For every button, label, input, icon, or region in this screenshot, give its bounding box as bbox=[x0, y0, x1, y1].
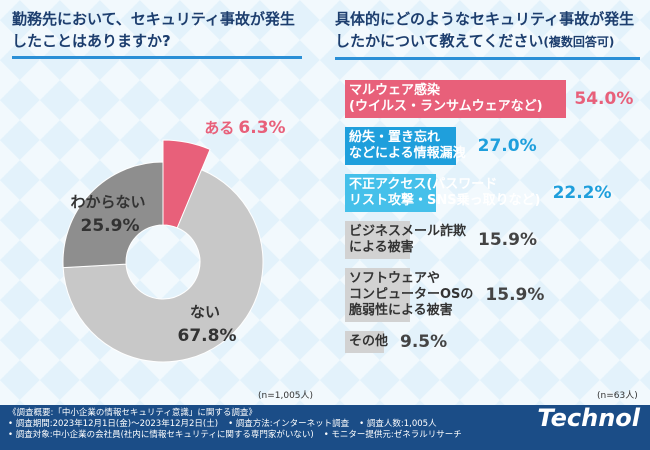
pie-category: ない bbox=[189, 303, 220, 321]
bar bbox=[345, 127, 456, 165]
bar-value-label: 9.5% bbox=[400, 332, 448, 352]
bar-category: その他 bbox=[349, 334, 389, 349]
bar-value-label: 27.0% bbox=[477, 136, 537, 156]
pie-value-label: 6.3% bbox=[238, 118, 286, 138]
bar-label-box: ビジネスメール詐欺 による被害 bbox=[345, 221, 470, 259]
bar-value-label: 22.2% bbox=[552, 183, 612, 203]
pie-value-label: 25.9% bbox=[80, 216, 140, 236]
bar-label-box: その他 bbox=[345, 331, 392, 353]
pie-label: わからない 25.9% bbox=[48, 190, 168, 238]
bar-category: ビジネスメール詐欺 による被害 bbox=[349, 224, 467, 255]
bar-label-box: ソフトウェアや コンピューターOSの 脆弱性による被害 bbox=[345, 268, 477, 322]
bar-row: 不正アクセス(パスワード リスト攻撃・SNS乗っ取りなど) 22.2% bbox=[345, 174, 645, 212]
bar-row: マルウェア感染 (ウイルス・ランサムウェアなど) 54.0% bbox=[345, 80, 645, 118]
pie-chart bbox=[62, 139, 264, 363]
footer-item: • 調査方法:インターネット調査 bbox=[228, 419, 350, 429]
pie-label: ない 67.8% bbox=[145, 300, 265, 348]
bar-chart: マルウェア感染 (ウイルス・ランサムウェアなど) 54.0% 紛失・置き忘れ などに… bbox=[345, 80, 645, 353]
logo: Technol bbox=[537, 404, 640, 432]
footer-item: • 調査対象:中小企業の会社員(社内に情報セキュリティに関する専門家がいない) bbox=[8, 430, 314, 440]
pie-title: 勤務先において、セキュリティ事故が発生したことはありますか? bbox=[12, 8, 302, 59]
bar-value-label: 54.0% bbox=[574, 89, 634, 109]
bar-value-label: 15.9% bbox=[478, 230, 537, 250]
bar-row: 紛失・置き忘れ などによる情報漏洩 27.0% bbox=[345, 127, 645, 165]
bar bbox=[345, 174, 437, 212]
bar-note: (n=63人) bbox=[597, 391, 638, 401]
bar-row: ソフトウェアや コンピューターOSの 脆弱性による被害 15.9% bbox=[345, 268, 645, 322]
bar bbox=[345, 268, 411, 322]
bar-category: 紛失・置き忘れ などによる情報漏洩 bbox=[349, 130, 466, 161]
bar bbox=[345, 80, 567, 118]
footer: 《調査概要:「中小企業の情報セキュリティ意識」に関する調査》 • 調査期間:20… bbox=[0, 405, 650, 450]
bar bbox=[345, 331, 384, 353]
pie-value-label: 67.8% bbox=[177, 326, 237, 346]
pie-slice bbox=[162, 139, 211, 229]
bar-label-box: 紛失・置き忘れ などによる情報漏洩 bbox=[345, 127, 470, 165]
pie-category: ある bbox=[204, 119, 235, 137]
pie-category: わからない bbox=[70, 193, 146, 211]
pie-slice bbox=[62, 169, 264, 363]
bar-label-box: マルウェア感染 (ウイルス・ランサムウェアなど) bbox=[345, 80, 567, 118]
bar-category: ソフトウェアや コンピューターOSの 脆弱性による被害 bbox=[349, 271, 474, 318]
bar-category: 不正アクセス(パスワード リスト攻撃・SNS乗っ取りなど) bbox=[349, 177, 541, 208]
pie-label: ある 6.3% bbox=[185, 116, 305, 140]
pie-note: (n=1,005人) bbox=[258, 391, 314, 401]
bar-row: ビジネスメール詐欺 による被害 15.9% bbox=[345, 221, 645, 259]
bar-category: マルウェア感染 (ウイルス・ランサムウェアなど) bbox=[349, 83, 543, 114]
bar-value-label: 15.9% bbox=[485, 285, 545, 305]
footer-item: • モニター提供元:ゼネラルリサーチ bbox=[323, 430, 462, 440]
bar-title-text: 具体的にどのようなセキュリティ事故が発生したかについて教えてください bbox=[335, 10, 635, 50]
footer-items: • 調査期間:2023年12月1日(金)〜2023年12月2日(土) • 調査方法… bbox=[8, 419, 508, 441]
footer-item: • 調査人数:1,005人 bbox=[359, 419, 437, 429]
pie-slice bbox=[62, 161, 164, 269]
bar-row: その他 9.5% bbox=[345, 331, 645, 353]
footer-heading: 《調査概要:「中小企業の情報セキュリティ意識」に関する調査》 bbox=[8, 408, 257, 418]
bar-subtitle: (複数回答可) bbox=[543, 35, 615, 49]
footer-item: • 調査期間:2023年12月1日(金)〜2023年12月2日(土) bbox=[8, 419, 219, 429]
bar-title: 具体的にどのようなセキュリティ事故が発生したかについて教えてください(複数回答可… bbox=[335, 8, 640, 60]
bar bbox=[345, 221, 411, 259]
bar-label-box: 不正アクセス(パスワード リスト攻撃・SNS乗っ取りなど) bbox=[345, 174, 545, 212]
